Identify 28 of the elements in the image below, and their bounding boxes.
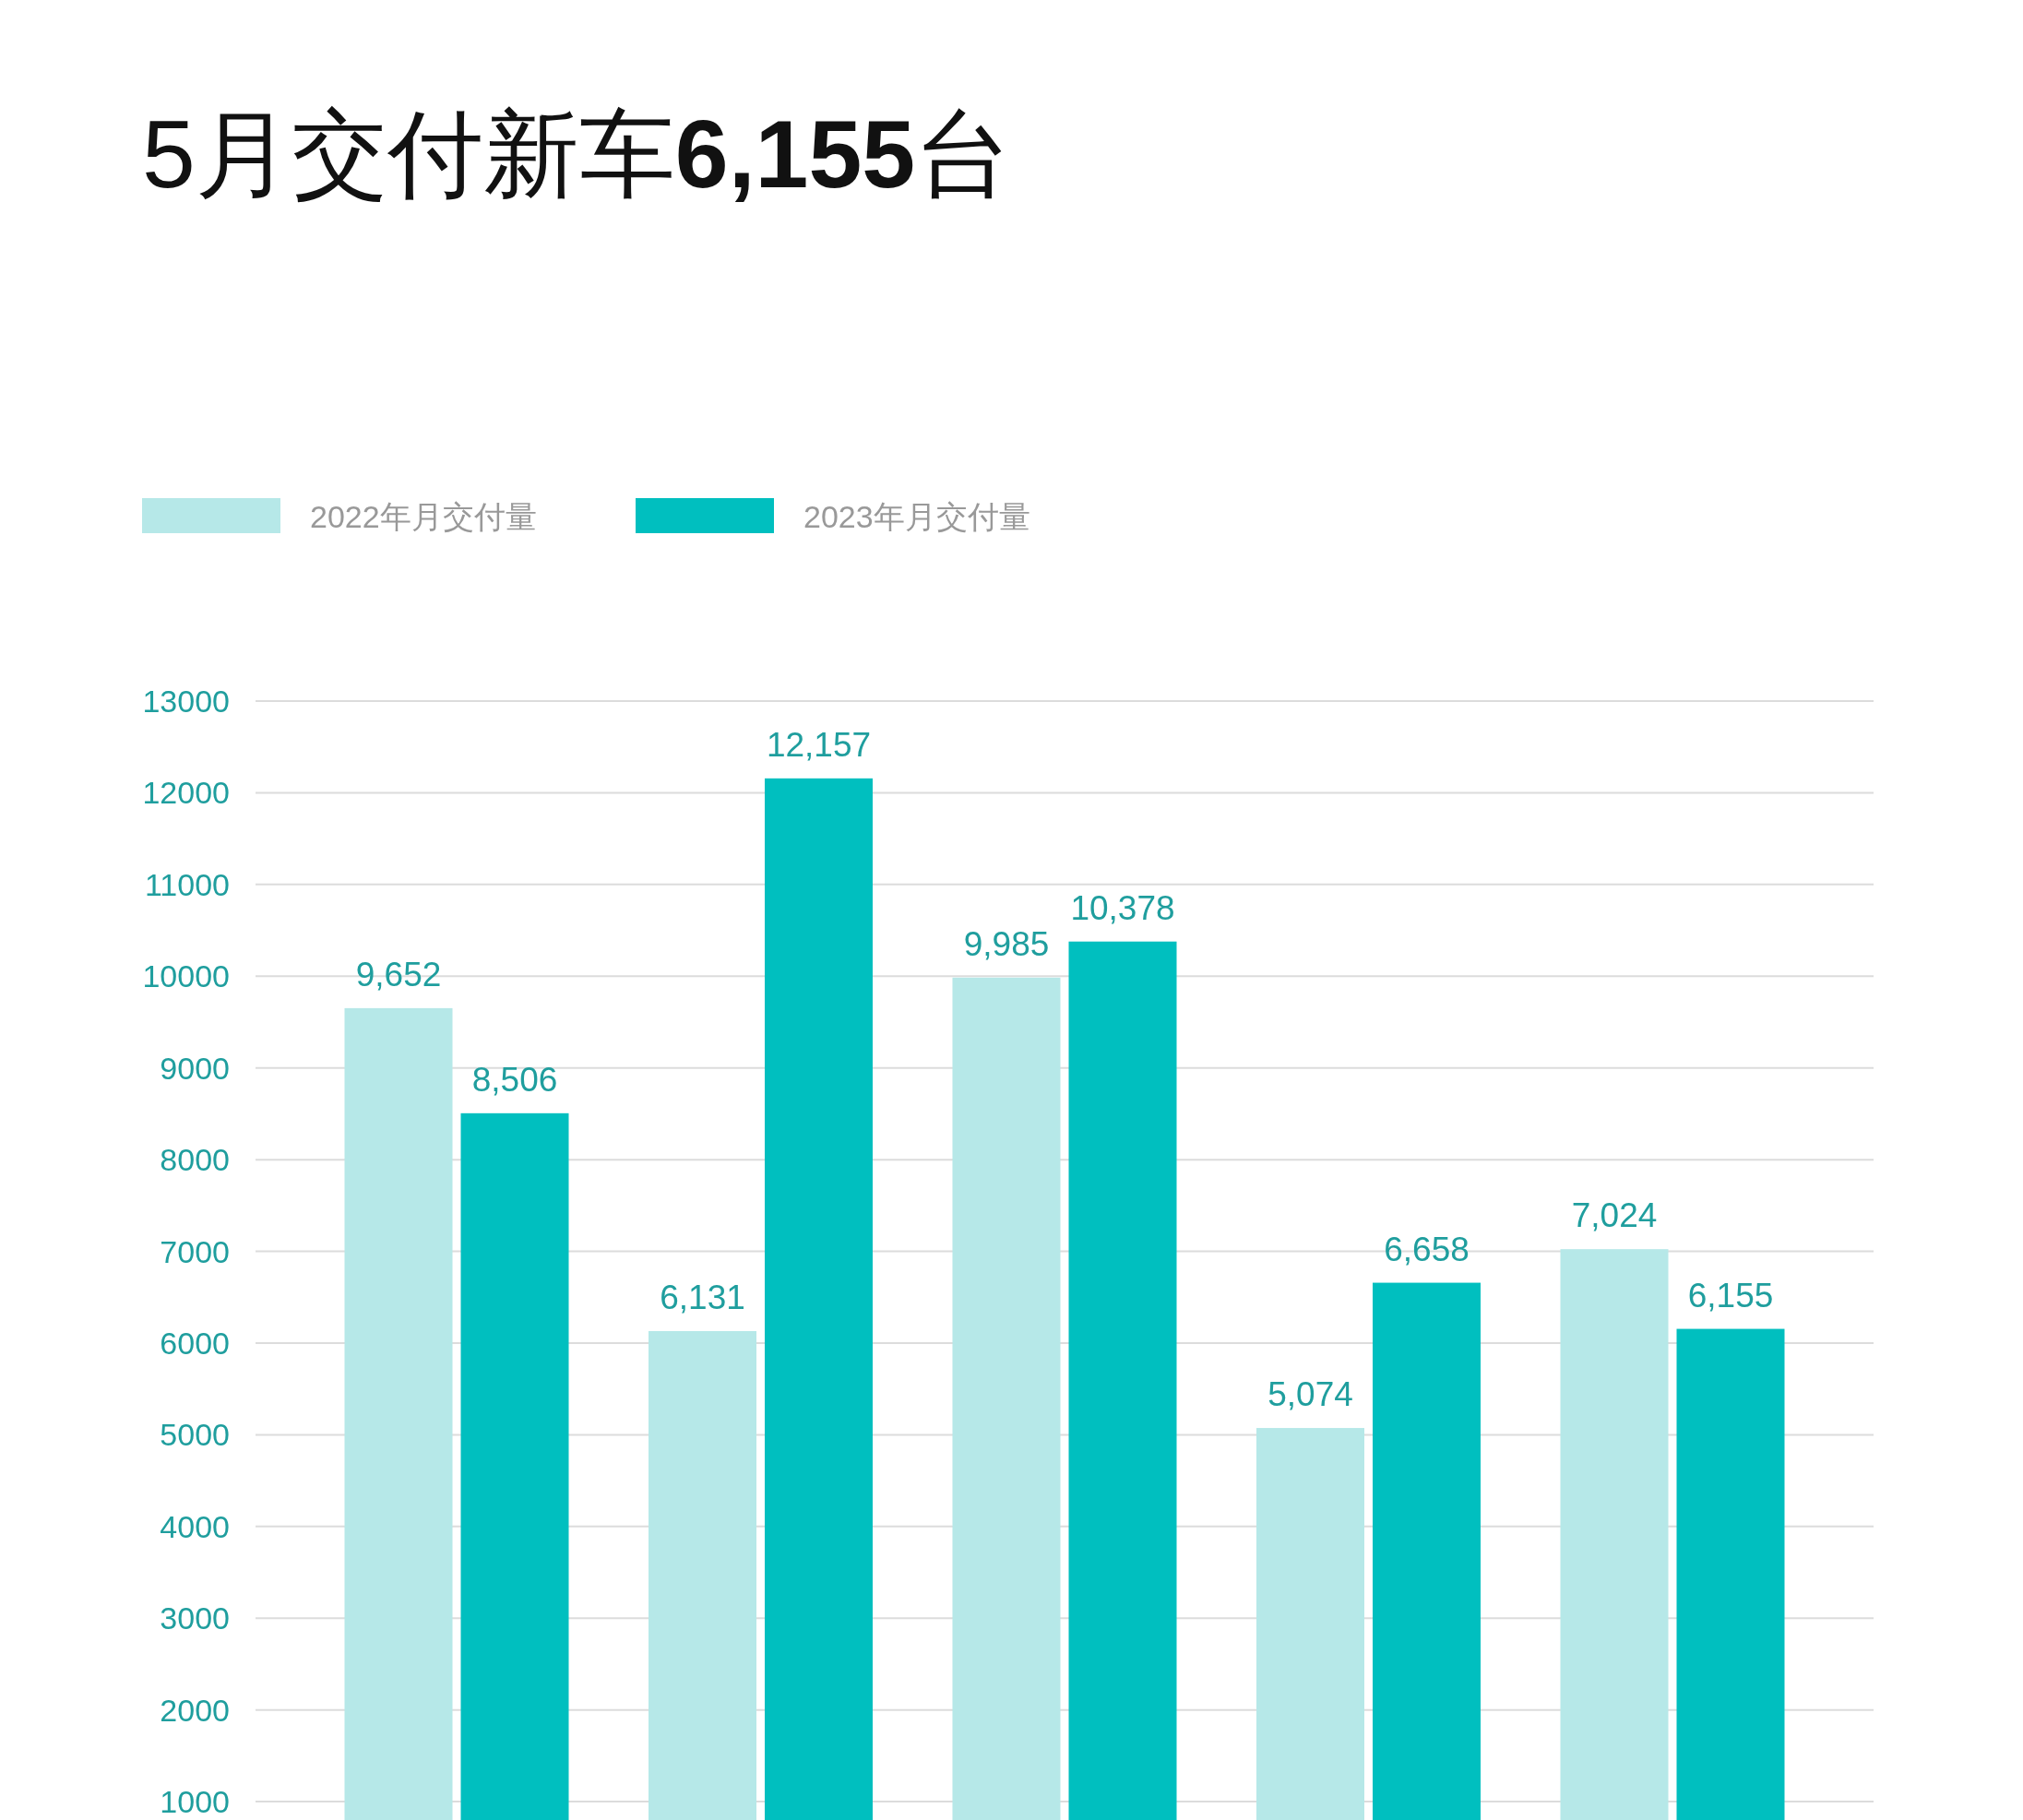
y-tick-label: 2000 [160,1692,230,1728]
title: 5月交付新车6,155台 [142,101,1012,208]
y-tick-label: 12000 [142,775,230,811]
data-label: 12,157 [766,725,872,764]
data-label: 8,506 [471,1060,558,1099]
data-label: 9,985 [963,924,1050,963]
legend-item: 2023年月交付量 [636,498,1030,534]
y-tick-label: 5000 [160,1417,230,1453]
data-label: 6,155 [1687,1276,1774,1314]
data-label: 10,378 [1070,888,1175,927]
data-label: 9,652 [355,955,442,993]
y-tick-label: 3000 [160,1600,230,1636]
data-label: 5,074 [1267,1375,1353,1414]
y-tick-label: 13000 [142,684,230,719]
legend-label: 2022年月交付量 [310,499,537,534]
y-tick-label: 8000 [160,1142,230,1178]
y-tick-label: 7000 [160,1233,230,1269]
y-tick-label: 9000 [160,1050,230,1086]
legend-item: 2022年月交付量 [142,498,537,534]
y-tick-label: 4000 [160,1508,230,1544]
y-tick-label: 10000 [142,958,230,994]
data-label: 6,131 [660,1278,745,1316]
data-label: 7,024 [1571,1196,1658,1235]
y-tick-label: 6000 [160,1325,230,1361]
legend-label: 2023年月交付量 [803,499,1030,534]
y-tick-label: 11000 [144,866,230,902]
y-tick-label: 1000 [160,1784,230,1820]
data-label: 6,658 [1384,1230,1470,1268]
